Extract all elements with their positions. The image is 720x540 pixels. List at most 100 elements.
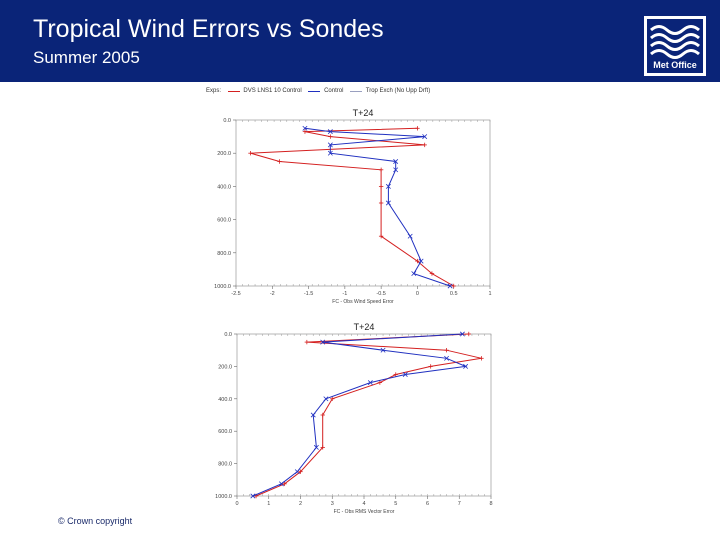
data-point xyxy=(451,283,456,289)
chart-title: T+24 xyxy=(354,322,375,332)
cross-marker xyxy=(302,125,308,131)
cross-marker xyxy=(422,134,428,140)
data-point xyxy=(393,372,398,377)
cross-marker xyxy=(294,469,300,475)
data-point xyxy=(422,142,427,148)
x-tick-label: 7 xyxy=(458,501,461,507)
x-tick-label: -0.5 xyxy=(376,291,385,297)
plot-frame xyxy=(236,333,492,497)
y-tick-label: 400.0 xyxy=(217,184,231,190)
cross-marker xyxy=(407,233,413,239)
legend-item-red: DVS LNS1 10 Control xyxy=(243,88,302,94)
legend-item-grey: Trop Exch (No Upp Drft) xyxy=(365,88,431,94)
x-tick-label: 4 xyxy=(362,501,365,507)
y-tick-label: 1000.0 xyxy=(215,494,232,500)
x-tick-label: -1 xyxy=(342,291,347,297)
data-point xyxy=(415,126,420,131)
data-point xyxy=(428,364,433,369)
x-tick-label: 0 xyxy=(416,291,419,297)
data-point xyxy=(378,234,384,239)
x-tick-label: 3 xyxy=(331,501,334,507)
cross-marker xyxy=(418,258,424,264)
data-point xyxy=(385,200,391,206)
data-point xyxy=(302,129,308,134)
data-point xyxy=(367,380,373,386)
data-point xyxy=(418,258,424,264)
data-point xyxy=(320,445,325,450)
y-tick-label: 0.0 xyxy=(223,118,231,124)
data-point xyxy=(429,271,435,276)
data-point xyxy=(459,331,465,337)
x-tick-label: -1.5 xyxy=(304,291,313,297)
legend-swatch-red xyxy=(227,90,240,92)
header-bar: Tropical Wind Errors vs Sondes Summer 20… xyxy=(0,0,720,82)
cross-marker xyxy=(385,183,391,189)
x-tick-label: 1 xyxy=(488,291,491,297)
data-point xyxy=(327,129,333,135)
legend-item-blue: Control xyxy=(324,88,344,94)
data-point xyxy=(250,493,256,499)
cross-marker xyxy=(444,355,450,361)
legend-label: Exps: xyxy=(206,88,222,94)
cross-marker xyxy=(367,380,373,386)
x-axis-label: FC - Obs RMS Vector Error xyxy=(334,509,395,515)
y-tick-label: 600.0 xyxy=(218,429,232,435)
data-point xyxy=(411,271,417,277)
data-point xyxy=(380,347,386,353)
data-point xyxy=(407,233,413,239)
data-point xyxy=(385,183,391,189)
data-point xyxy=(447,283,453,289)
cross-marker xyxy=(411,271,417,277)
data-point xyxy=(415,258,420,264)
cross-marker xyxy=(463,363,469,369)
data-point xyxy=(466,331,471,337)
x-tick-label: -2.5 xyxy=(231,291,240,297)
cross-marker xyxy=(380,347,386,353)
x-axis-label: FC - Obs Wind Speed Error xyxy=(332,299,394,305)
legend-swatch-blue xyxy=(308,90,321,92)
y-tick-label: 200.0 xyxy=(217,151,231,157)
x-tick-label: 2 xyxy=(299,501,302,507)
y-tick-label: 1000.0 xyxy=(214,284,231,290)
data-point xyxy=(304,339,310,345)
series-line-blue xyxy=(304,127,451,287)
logo-text: Met Office xyxy=(653,60,697,70)
data-point xyxy=(327,142,333,148)
data-point xyxy=(378,167,384,172)
legend-swatch-grey xyxy=(350,90,363,92)
met-office-logo-icon: Met Office xyxy=(644,16,706,76)
cross-marker xyxy=(327,129,333,135)
x-tick-label: 0.5 xyxy=(450,291,458,297)
x-tick-label: 8 xyxy=(489,501,492,507)
data-point xyxy=(463,363,469,369)
data-point xyxy=(393,167,399,173)
data-point xyxy=(393,159,399,164)
x-tick-label: 6 xyxy=(426,501,429,507)
slide-title: Tropical Wind Errors vs Sondes xyxy=(33,15,384,43)
data-point xyxy=(248,151,253,156)
data-point xyxy=(377,380,383,385)
cross-marker xyxy=(278,481,284,487)
data-point xyxy=(294,469,300,475)
data-point xyxy=(277,159,282,164)
chart-title: T+24 xyxy=(353,108,374,118)
data-point xyxy=(323,396,329,402)
cross-marker xyxy=(313,444,319,450)
cross-marker xyxy=(310,412,316,418)
data-point xyxy=(282,481,287,487)
y-tick-label: 400.0 xyxy=(218,397,232,403)
data-point xyxy=(479,356,484,361)
series-line-blue xyxy=(252,333,468,497)
cross-marker xyxy=(393,159,399,164)
series-line-red xyxy=(250,127,454,287)
data-point xyxy=(320,339,326,345)
cross-marker xyxy=(447,283,453,289)
y-tick-label: 200.0 xyxy=(218,364,232,370)
cross-marker xyxy=(323,396,329,402)
y-tick-label: 600.0 xyxy=(217,218,231,224)
cross-marker xyxy=(327,150,333,156)
cross-marker xyxy=(402,372,408,377)
cross-marker xyxy=(327,142,333,148)
cross-marker xyxy=(459,331,465,337)
x-tick-label: 5 xyxy=(394,501,397,507)
